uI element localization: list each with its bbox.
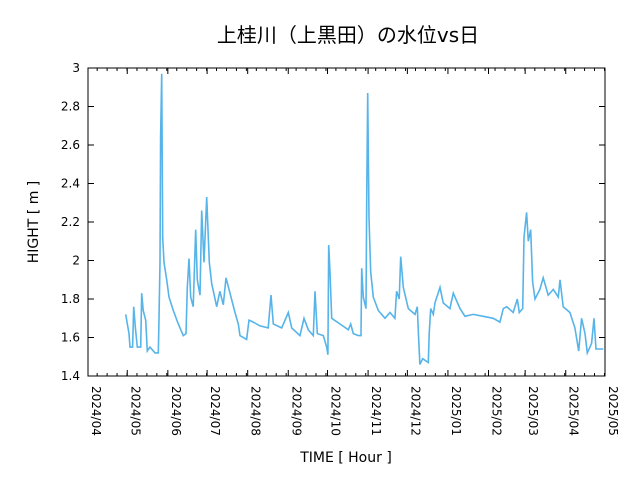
- x-tick-label: 2024/05: [128, 386, 142, 436]
- y-tick-label: 2.6: [61, 138, 80, 152]
- y-axis-title: HIGHT [ m ]: [26, 181, 42, 264]
- x-tick-label: 2025/04: [567, 386, 581, 436]
- series-line-water-level: [124, 73, 604, 365]
- y-tick-label: 2.2: [61, 215, 80, 229]
- y-tick-label: 3: [72, 61, 80, 75]
- x-tick-label: 2025/03: [526, 386, 540, 436]
- x-tick-label: 2024/11: [369, 386, 383, 436]
- y-tick-label: 2: [72, 254, 80, 268]
- y-tick-label: 2.8: [61, 100, 80, 114]
- x-tick-label: 2024/09: [289, 386, 303, 436]
- x-tick-label: 2024/07: [208, 386, 222, 436]
- x-tick-label: 2024/10: [329, 386, 343, 436]
- y-tick-label: 2.4: [61, 177, 80, 191]
- x-tick-label: 2025/01: [449, 386, 463, 436]
- x-tick-label: 2024/06: [169, 386, 183, 436]
- x-tick-label: 2024/04: [89, 386, 103, 436]
- y-tick-label: 1.6: [61, 331, 80, 345]
- x-tick-label: 2025/02: [490, 386, 504, 436]
- series-group: [124, 73, 604, 365]
- y-tick-label: 1.4: [61, 369, 80, 383]
- x-tick-label: 2025/05: [606, 386, 620, 436]
- chart-title: 上桂川（上黒田）の水位vs日: [217, 23, 479, 47]
- x-axis-title: TIME [ Hour ]: [299, 450, 392, 466]
- y-tick-label: 1.8: [61, 292, 80, 306]
- x-tick-label: 2024/08: [249, 386, 263, 436]
- axis-ticks: 1.4 1.6 1.8 2 2.2 2.4 2.6 2.8 3 2024/04 2024/05 202…: [61, 61, 620, 436]
- x-tick-label: 2024/12: [408, 386, 422, 436]
